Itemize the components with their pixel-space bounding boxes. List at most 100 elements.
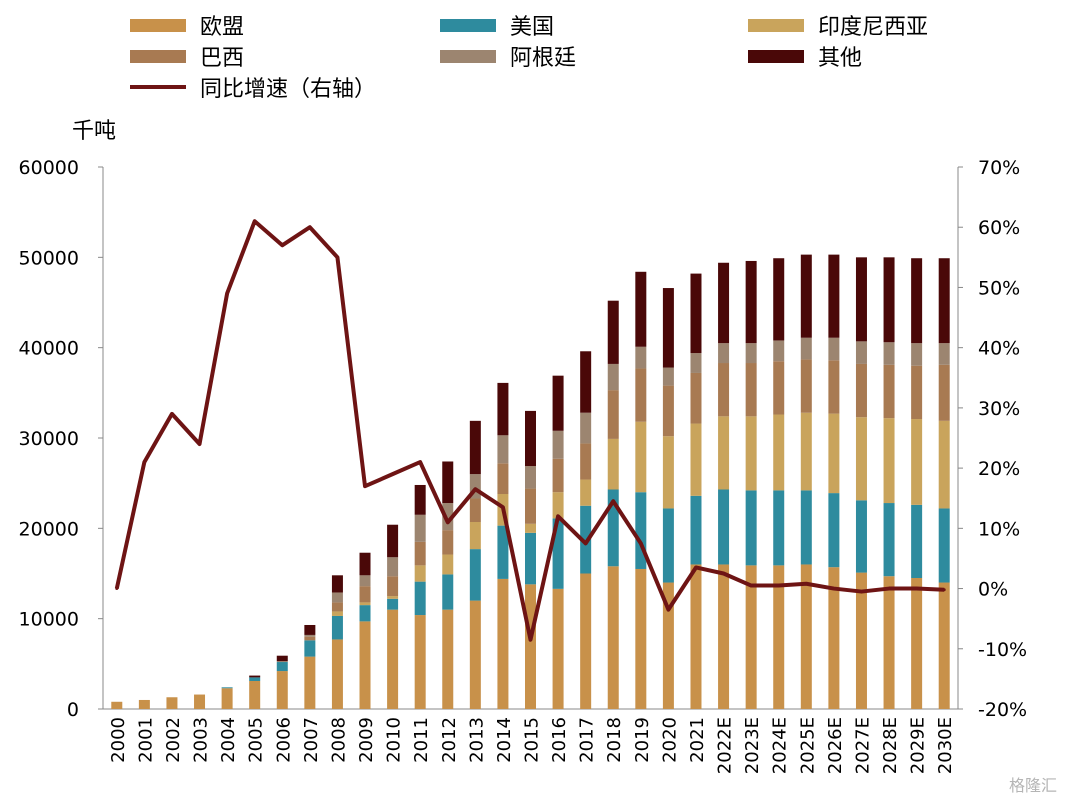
bar-segment-brazil [773, 361, 785, 415]
bar-segment-other [580, 351, 592, 413]
bar-segment-brazil [304, 636, 316, 641]
x-tick-label: 2023E [742, 717, 763, 774]
legend-label-argentina: 阿根廷 [510, 46, 577, 71]
bar-segment-us [718, 489, 730, 565]
x-tick-label: 2008 [328, 717, 349, 763]
right-tick-label: 50% [978, 277, 1020, 299]
bar-segment-eu [111, 701, 123, 709]
legend: 欧盟 美国 印度尼西亚 巴西 阿根廷 其他 同比增速（右轴） [0, 0, 1065, 110]
bar-segment-us [911, 504, 923, 579]
bar-segment-brazil [800, 359, 812, 413]
bar-segment-india [442, 554, 454, 575]
yoy-point [832, 587, 836, 591]
x-tick-label: 2029E [908, 717, 929, 774]
bar-segment-argentina [276, 661, 288, 663]
bar-segment-eu [938, 582, 950, 709]
bar-segment-argentina [525, 466, 536, 489]
x-tick-label: 2024E [770, 717, 791, 774]
bar-segment-eu [745, 565, 757, 709]
bar-segment-eu [359, 621, 371, 709]
right-tick-label: 40% [978, 338, 1020, 360]
bar-segment-us [690, 495, 702, 565]
bar-segment-india [718, 416, 730, 490]
bar-segment-eu [690, 564, 702, 709]
bar-segment-india [938, 420, 950, 509]
legend-label-indonesia: 印度尼西亚 [818, 15, 929, 40]
yoy-point [446, 520, 450, 524]
bar-segment-us [745, 490, 757, 566]
bar-segment-other [828, 254, 840, 338]
bar-segment-argentina [883, 342, 895, 365]
yoy-point [529, 638, 532, 642]
bar-segment-eu [911, 578, 923, 709]
bar-segment-us [635, 492, 647, 569]
yoy-point [198, 442, 202, 446]
bar-segment-other [911, 258, 923, 344]
bar-segment-india [662, 436, 674, 509]
yoy-point [170, 412, 174, 416]
yoy-point [777, 584, 781, 588]
bar-segment-brazil [883, 364, 895, 419]
bar-segment-brazil [828, 360, 840, 414]
right-tick-label: 20% [978, 458, 1020, 480]
bar-segment-argentina [607, 363, 619, 391]
bar-segment-us [249, 677, 261, 681]
bar-segment-other [249, 675, 261, 678]
yoy-point [887, 587, 891, 591]
bar-segment-eu [662, 582, 674, 709]
bar-segment-brazil [938, 364, 950, 421]
x-tick-label: 2030E [935, 717, 956, 774]
bar-segment-us [276, 662, 288, 672]
bar-segment-eu [276, 671, 288, 709]
x-tick-label: 2027E [852, 717, 873, 774]
bar-segment-brazil [690, 372, 702, 424]
bar-segment-india [828, 413, 840, 494]
bar-segment-india [331, 611, 343, 616]
bar-segment-other [883, 257, 895, 343]
yoy-point [749, 584, 753, 588]
x-tick-label: 2016 [549, 717, 570, 763]
bar-segment-brazil [552, 458, 564, 493]
bar-segment-brazil [525, 488, 536, 524]
yoy-point [335, 255, 339, 259]
left-tick-label: 40000 [19, 338, 79, 360]
right-tick-label: 30% [978, 398, 1020, 420]
yoy-point [666, 608, 670, 612]
legend-swatch-eu [130, 18, 186, 32]
bar-segment-brazil [662, 385, 674, 437]
yoy-point [859, 590, 863, 594]
yoy-point [804, 582, 808, 586]
bar-segment-india [580, 479, 592, 506]
bar-segment-brazil [635, 368, 647, 422]
bar-segment-other [304, 624, 316, 635]
bar-segment-eu [414, 615, 426, 709]
legend-item-brazil: 巴西 [130, 42, 245, 71]
bar-segment-other [276, 655, 288, 662]
x-tick-label: 2013 [466, 717, 487, 763]
legend-label-brazil: 巴西 [200, 46, 245, 71]
bar-segment-india [469, 522, 481, 550]
bar-segment-brazil [718, 363, 730, 417]
bar-segment-eu [304, 656, 316, 709]
bar-segment-india [525, 523, 536, 533]
x-tick-label: 2022E [715, 717, 736, 774]
bar-segment-argentina [635, 346, 647, 369]
legend-label-eu: 欧盟 [200, 15, 245, 40]
x-tick-label: 2017 [577, 717, 598, 763]
bar-segment-india [359, 602, 371, 606]
bar-segment-us [525, 532, 536, 585]
bar-segment-eu [331, 639, 343, 709]
bar-segment-argentina [828, 337, 840, 361]
bar-segment-india [690, 423, 702, 496]
x-tick-label: 2000 [108, 717, 129, 763]
yoy-point [253, 219, 257, 223]
x-tick-label: 2026E [825, 717, 846, 774]
x-tick-label: 2019 [632, 717, 653, 763]
yoy-point [473, 487, 477, 491]
bar-segment-brazil [442, 530, 454, 555]
bar-segment-other [662, 288, 674, 368]
bar-segment-eu [525, 584, 536, 709]
bar-segment-argentina [359, 575, 371, 587]
bar-segment-india [607, 438, 619, 490]
watermark: 格隆汇 [1008, 776, 1057, 795]
